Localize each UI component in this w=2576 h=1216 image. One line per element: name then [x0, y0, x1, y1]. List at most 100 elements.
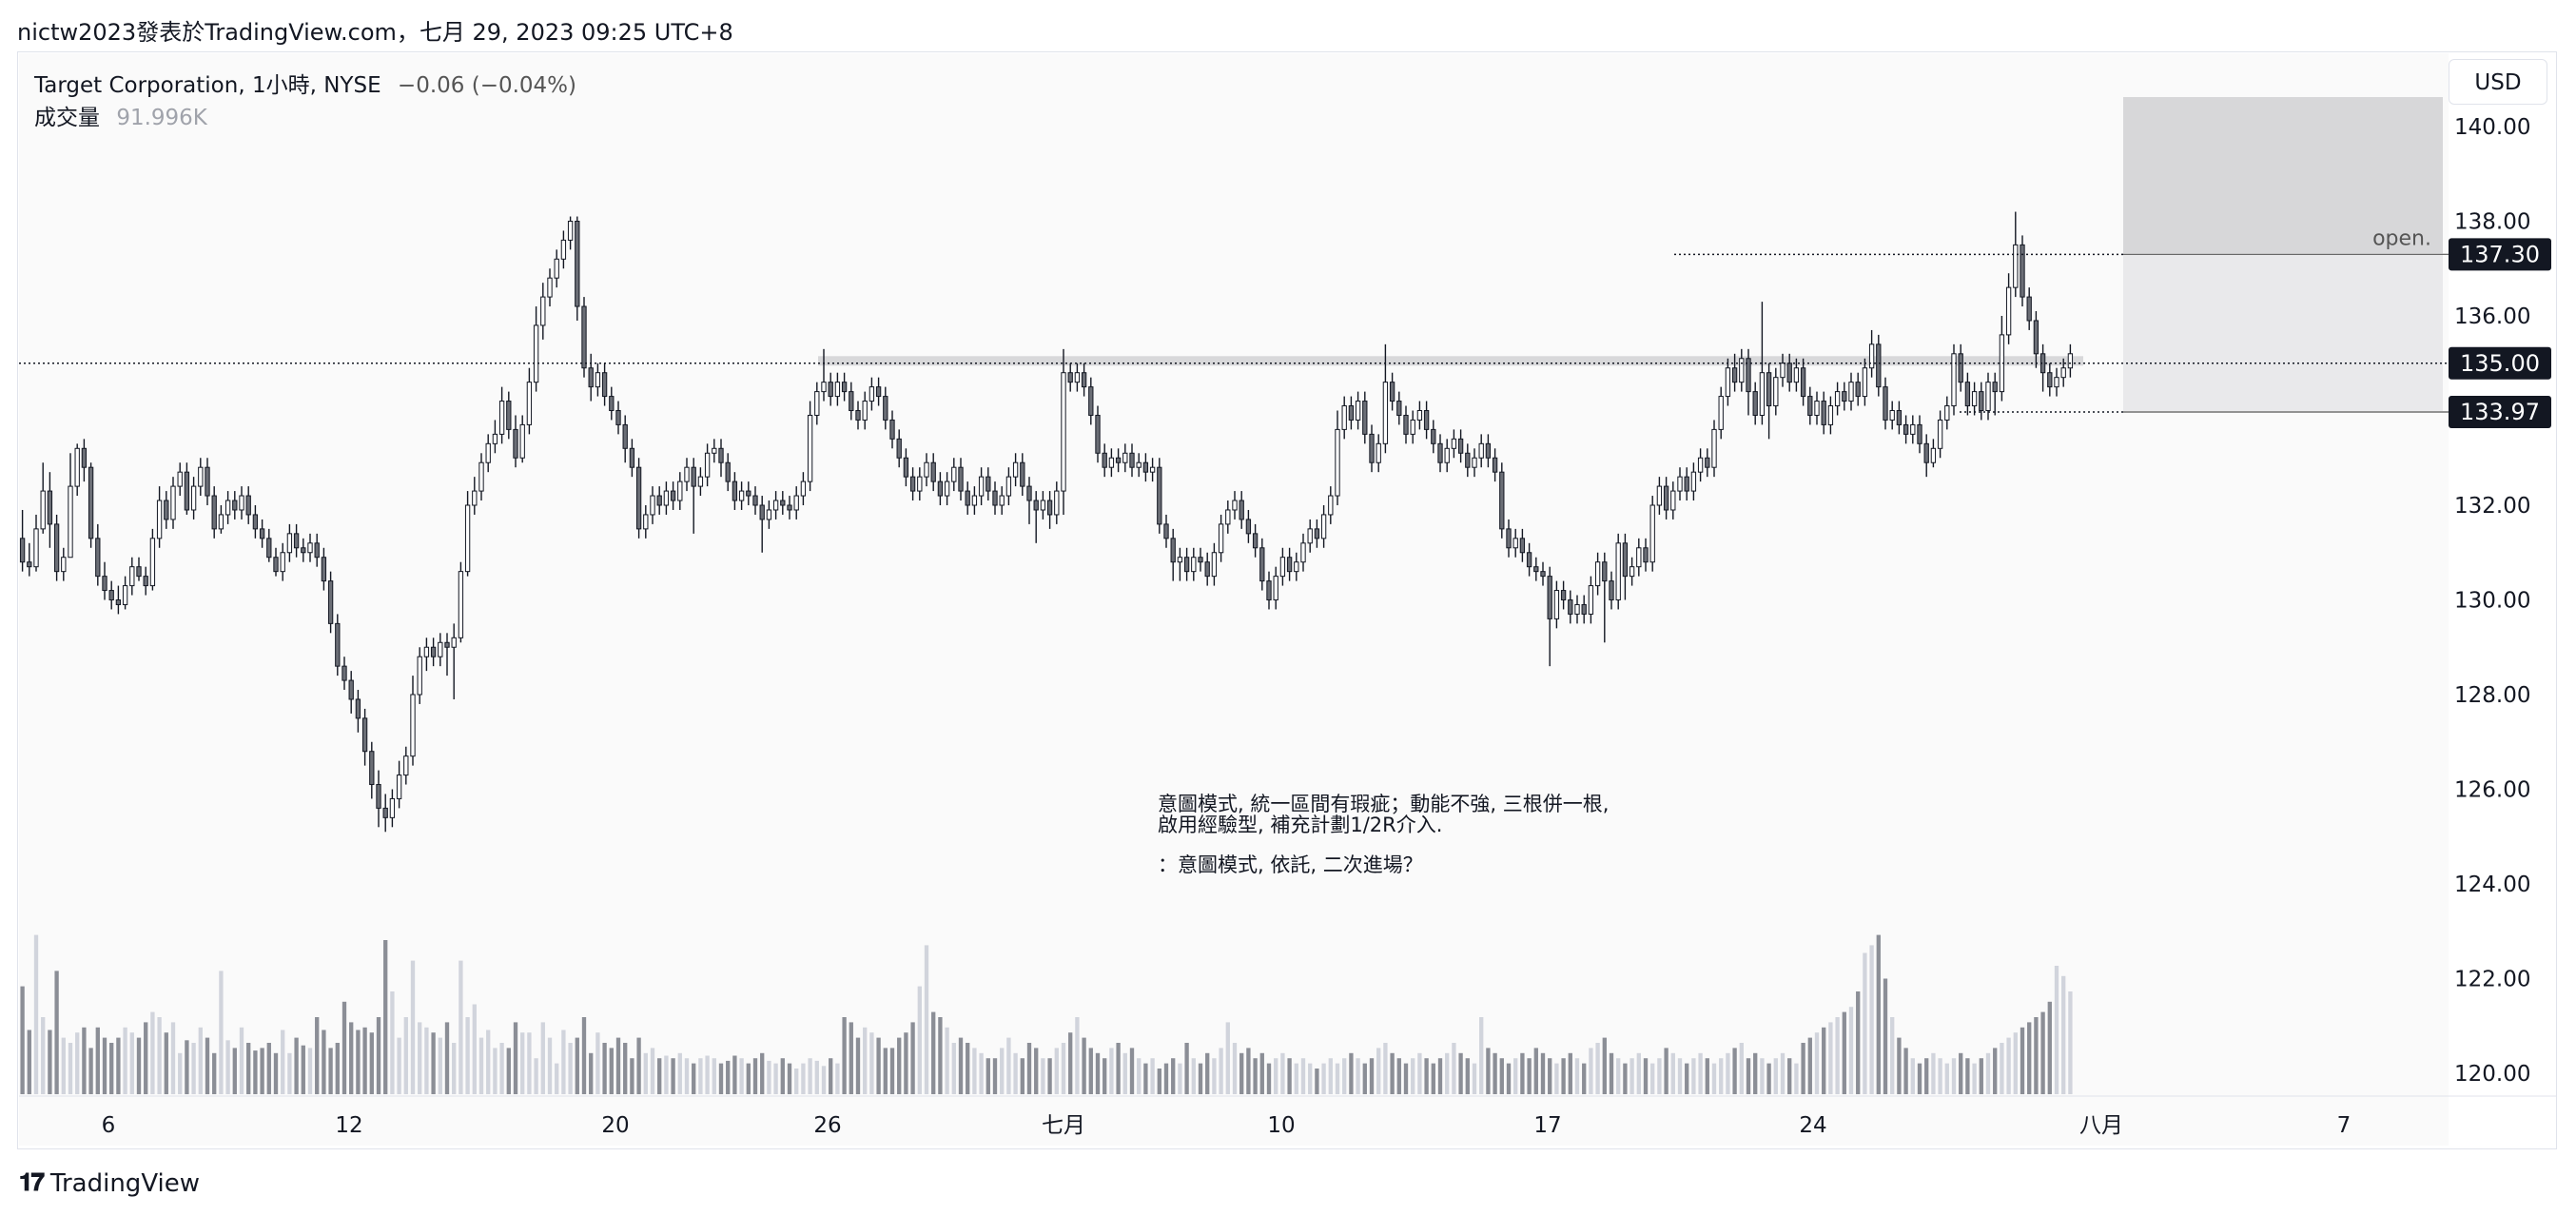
candle-body — [1602, 561, 1608, 582]
price-tag — [2449, 395, 2551, 428]
candle-body — [1149, 466, 1156, 473]
candle-body — [519, 423, 525, 459]
volume-bar — [835, 1063, 840, 1094]
candle-body — [1622, 542, 1629, 578]
volume-bar — [1677, 1058, 1683, 1094]
candle-body — [787, 504, 792, 511]
volume-bar — [191, 1043, 196, 1094]
volume-label: 成交量 — [34, 106, 100, 130]
volume-bar — [2027, 1022, 2032, 1094]
volume-bar — [951, 1043, 956, 1094]
volume-bar — [1239, 1052, 1244, 1094]
volume-bar — [1013, 1052, 1018, 1094]
volume-bar — [1041, 1058, 1045, 1094]
volume-bar — [478, 1037, 484, 1094]
candle-body — [1547, 576, 1552, 619]
volume-bar — [1589, 1048, 1593, 1094]
volume-bar — [1938, 1058, 1942, 1094]
volume-bar — [178, 1052, 183, 1094]
candle-body — [115, 599, 122, 605]
volume-bar — [636, 1037, 641, 1094]
candle-body — [924, 461, 929, 478]
volume-bar — [1513, 1058, 1518, 1094]
candle-body — [382, 807, 388, 818]
candle-body — [369, 751, 375, 786]
candle-body — [136, 566, 142, 578]
candle-body — [1752, 391, 1758, 416]
volume-bar — [2054, 966, 2059, 1094]
tradingview-logo-icon: 𝟏𝟕 — [19, 1168, 45, 1197]
volume-bar — [1972, 1063, 1977, 1094]
candle-body — [1163, 523, 1169, 539]
candle-body — [1061, 372, 1066, 492]
candle-body — [554, 258, 559, 279]
volume-bar — [1253, 1058, 1258, 1094]
candle-body — [2067, 353, 2074, 369]
volume-bar — [1191, 1058, 1196, 1094]
volume-bar — [1869, 945, 1874, 1094]
volume-bar — [931, 1011, 936, 1094]
volume-bar — [472, 1004, 477, 1094]
volume-bar — [1465, 1058, 1470, 1094]
volume-bar — [1479, 1017, 1484, 1094]
candle-body — [376, 784, 381, 809]
volume-bar — [1047, 1058, 1052, 1094]
candle-body — [807, 414, 813, 482]
candle-body — [1115, 457, 1122, 463]
candle-body — [725, 461, 731, 482]
volume-bar — [808, 1058, 812, 1094]
currency-button[interactable]: USD — [2449, 59, 2547, 105]
candle-body — [615, 410, 621, 425]
volume-bar — [1773, 1058, 1778, 1094]
candle-body — [958, 466, 964, 492]
candle-body — [1951, 353, 1957, 407]
candle-body — [1335, 428, 1340, 497]
candle-body — [1917, 423, 1922, 444]
candle-body — [588, 367, 594, 388]
candle-body — [1457, 438, 1464, 454]
volume-bar — [705, 1055, 710, 1094]
candle-body — [1403, 414, 1409, 435]
volume-bar — [595, 1032, 600, 1094]
volume-bar — [1486, 1048, 1491, 1094]
volume-bar — [1863, 952, 1867, 1094]
candle-body — [1540, 571, 1546, 578]
candle-body — [800, 481, 807, 497]
volume-bar — [1835, 1017, 1840, 1094]
volume-bar — [1814, 1032, 1820, 1094]
candle-body — [1533, 566, 1539, 573]
volume-bar — [1403, 1063, 1409, 1094]
candle-body — [677, 481, 683, 501]
volume-bar — [1493, 1052, 1497, 1094]
candle-body — [1314, 528, 1320, 539]
candle-body — [1341, 405, 1347, 430]
volume-bar — [20, 986, 25, 1094]
candle-body — [1568, 599, 1573, 615]
volume-bar — [1979, 1058, 1983, 1094]
volume-bar — [2061, 975, 2066, 1094]
candle-body — [746, 490, 751, 497]
entry-zone — [2123, 253, 2443, 411]
note-line-1: 意圖模式, 統一區間有瑕疵；動能不強, 三根併一根, — [1158, 793, 1609, 815]
volume-bar — [144, 1022, 148, 1094]
plot-area — [19, 53, 2449, 1146]
candle-body — [1204, 561, 1210, 578]
tradingview-brand[interactable]: 𝟏𝟕 TradingView — [19, 1168, 200, 1198]
volume-bar — [1705, 1058, 1709, 1094]
candle-body — [951, 466, 957, 482]
volume-bar — [75, 1032, 80, 1094]
volume-bar — [1766, 1063, 1771, 1094]
volume-bar — [992, 1058, 998, 1094]
candle-body — [567, 221, 574, 241]
y-tick-label: 140.00 — [2454, 115, 2530, 140]
volume-bar — [68, 1043, 73, 1094]
candle-body — [971, 495, 978, 506]
candle-body — [1834, 391, 1841, 407]
volume-bar — [356, 1030, 361, 1094]
candle-body — [875, 386, 882, 398]
volume-bar — [376, 1017, 381, 1094]
candle-body — [485, 442, 491, 463]
candle-body — [1410, 419, 1415, 435]
candle-body — [1294, 561, 1299, 573]
